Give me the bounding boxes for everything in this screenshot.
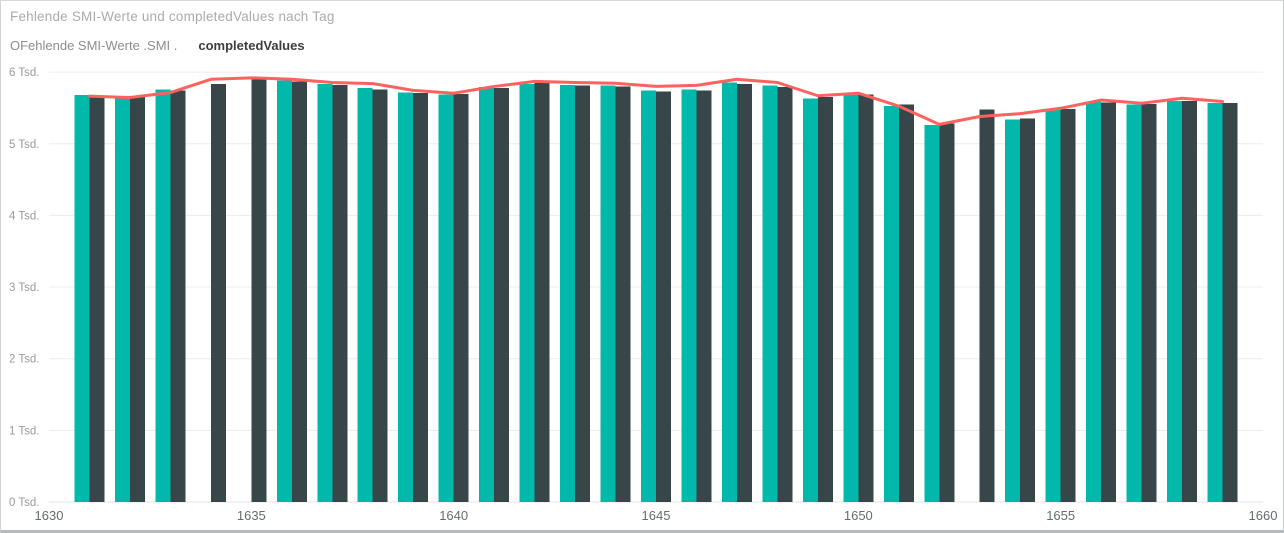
- column-smi[interactable]: [1141, 103, 1157, 502]
- x-axis: 1630 1635 1640 1645 1650 1655 1660: [35, 508, 1278, 523]
- y-axis-label: 6 Tsd.: [9, 67, 39, 79]
- column-smi[interactable]: [575, 85, 591, 502]
- column-smi[interactable]: [979, 109, 995, 502]
- column-smi[interactable]: [696, 90, 712, 502]
- column-smi[interactable]: [656, 91, 671, 503]
- column-fehlende-smi-werte[interactable]: [479, 87, 495, 503]
- column-series: [74, 77, 1238, 503]
- column-smi[interactable]: [291, 81, 307, 503]
- column-smi[interactable]: [615, 86, 631, 503]
- column-smi[interactable]: [534, 83, 550, 502]
- legend-item-fehlende-smi-werte[interactable]: OFehlende SMI-Werte .SMI .: [10, 38, 178, 53]
- column-fehlende-smi-werte[interactable]: [276, 80, 292, 502]
- column-smi[interactable]: [1222, 102, 1238, 503]
- column-smi[interactable]: [1020, 118, 1036, 503]
- column-fehlende-smi-werte[interactable]: [357, 88, 373, 502]
- column-fehlende-smi-werte[interactable]: [641, 90, 656, 502]
- column-smi[interactable]: [332, 84, 348, 502]
- column-fehlende-smi-werte[interactable]: [762, 85, 778, 502]
- column-fehlende-smi-werte[interactable]: [681, 89, 697, 503]
- column-smi[interactable]: [210, 83, 226, 503]
- column-fehlende-smi-werte[interactable]: [883, 105, 899, 502]
- column-smi[interactable]: [494, 88, 510, 502]
- column-fehlende-smi-werte[interactable]: [721, 82, 737, 502]
- column-fehlende-smi-werte[interactable]: [398, 92, 414, 502]
- column-fehlende-smi-werte[interactable]: [802, 98, 818, 502]
- column-fehlende-smi-werte[interactable]: [560, 84, 576, 502]
- column-smi[interactable]: [939, 123, 955, 503]
- column-smi[interactable]: [372, 89, 388, 503]
- column-fehlende-smi-werte[interactable]: [1045, 109, 1061, 502]
- column-fehlende-smi-werte[interactable]: [74, 95, 90, 502]
- column-fehlende-smi-werte[interactable]: [924, 124, 940, 502]
- column-fehlende-smi-werte[interactable]: [1005, 119, 1021, 502]
- legend: OFehlende SMI-Werte .SMI . completedValu…: [10, 38, 305, 53]
- chart-title: Fehlende SMI-Werte und completedValues n…: [10, 9, 335, 24]
- column-fehlende-smi-werte[interactable]: [519, 83, 535, 503]
- column-smi[interactable]: [1101, 102, 1117, 503]
- column-fehlende-smi-werte[interactable]: [114, 96, 130, 502]
- column-fehlende-smi-werte[interactable]: [1207, 102, 1223, 503]
- column-fehlende-smi-werte[interactable]: [317, 83, 333, 503]
- column-fehlende-smi-werte[interactable]: [1167, 100, 1183, 502]
- column-smi[interactable]: [453, 93, 469, 502]
- column-smi[interactable]: [1060, 108, 1076, 502]
- y-axis-label: 1 Tsd.: [9, 425, 39, 437]
- y-axis-label: 0 Tsd.: [9, 497, 39, 509]
- x-axis-label: 1630: [35, 508, 64, 523]
- x-axis-label: 1655: [1046, 508, 1075, 523]
- y-axis-label: 4 Tsd.: [9, 210, 39, 222]
- y-axis-label: 5 Tsd.: [9, 139, 39, 151]
- x-axis-label: 1635: [237, 508, 266, 523]
- column-smi[interactable]: [170, 90, 186, 502]
- column-smi[interactable]: [251, 77, 267, 502]
- line-completedvalues[interactable]: [87, 76, 1225, 126]
- column-smi[interactable]: [413, 93, 429, 502]
- column-smi[interactable]: [736, 83, 752, 503]
- x-axis-label: 1650: [844, 508, 873, 523]
- column-fehlende-smi-werte[interactable]: [1126, 104, 1142, 503]
- column-smi[interactable]: [129, 96, 145, 503]
- line-series: [87, 76, 1225, 126]
- legend-item-completedvalues[interactable]: completedValues: [198, 38, 305, 53]
- x-axis-label: 1645: [642, 508, 671, 523]
- column-smi[interactable]: [777, 87, 793, 503]
- x-axis-label: 1660: [1249, 508, 1278, 523]
- column-fehlende-smi-werte[interactable]: [843, 94, 859, 503]
- column-fehlende-smi-werte[interactable]: [155, 89, 171, 503]
- column-smi[interactable]: [817, 97, 833, 503]
- column-smi[interactable]: [1182, 100, 1198, 502]
- column-smi[interactable]: [89, 95, 105, 502]
- y-axis: 0 Tsd. 1 Tsd. 2 Tsd. 3 Tsd. 4 Tsd. 5 Tsd. 6 Ts…: [9, 67, 39, 509]
- y-axis-label: 3 Tsd.: [9, 282, 39, 294]
- column-smi[interactable]: [898, 104, 914, 503]
- column-fehlende-smi-werte[interactable]: [438, 94, 454, 503]
- column-fehlende-smi-werte[interactable]: [1086, 101, 1102, 502]
- y-axis-label: 2 Tsd.: [9, 354, 39, 366]
- x-axis-label: 1640: [439, 508, 468, 523]
- column-fehlende-smi-werte[interactable]: [600, 85, 616, 502]
- column-smi[interactable]: [858, 94, 874, 503]
